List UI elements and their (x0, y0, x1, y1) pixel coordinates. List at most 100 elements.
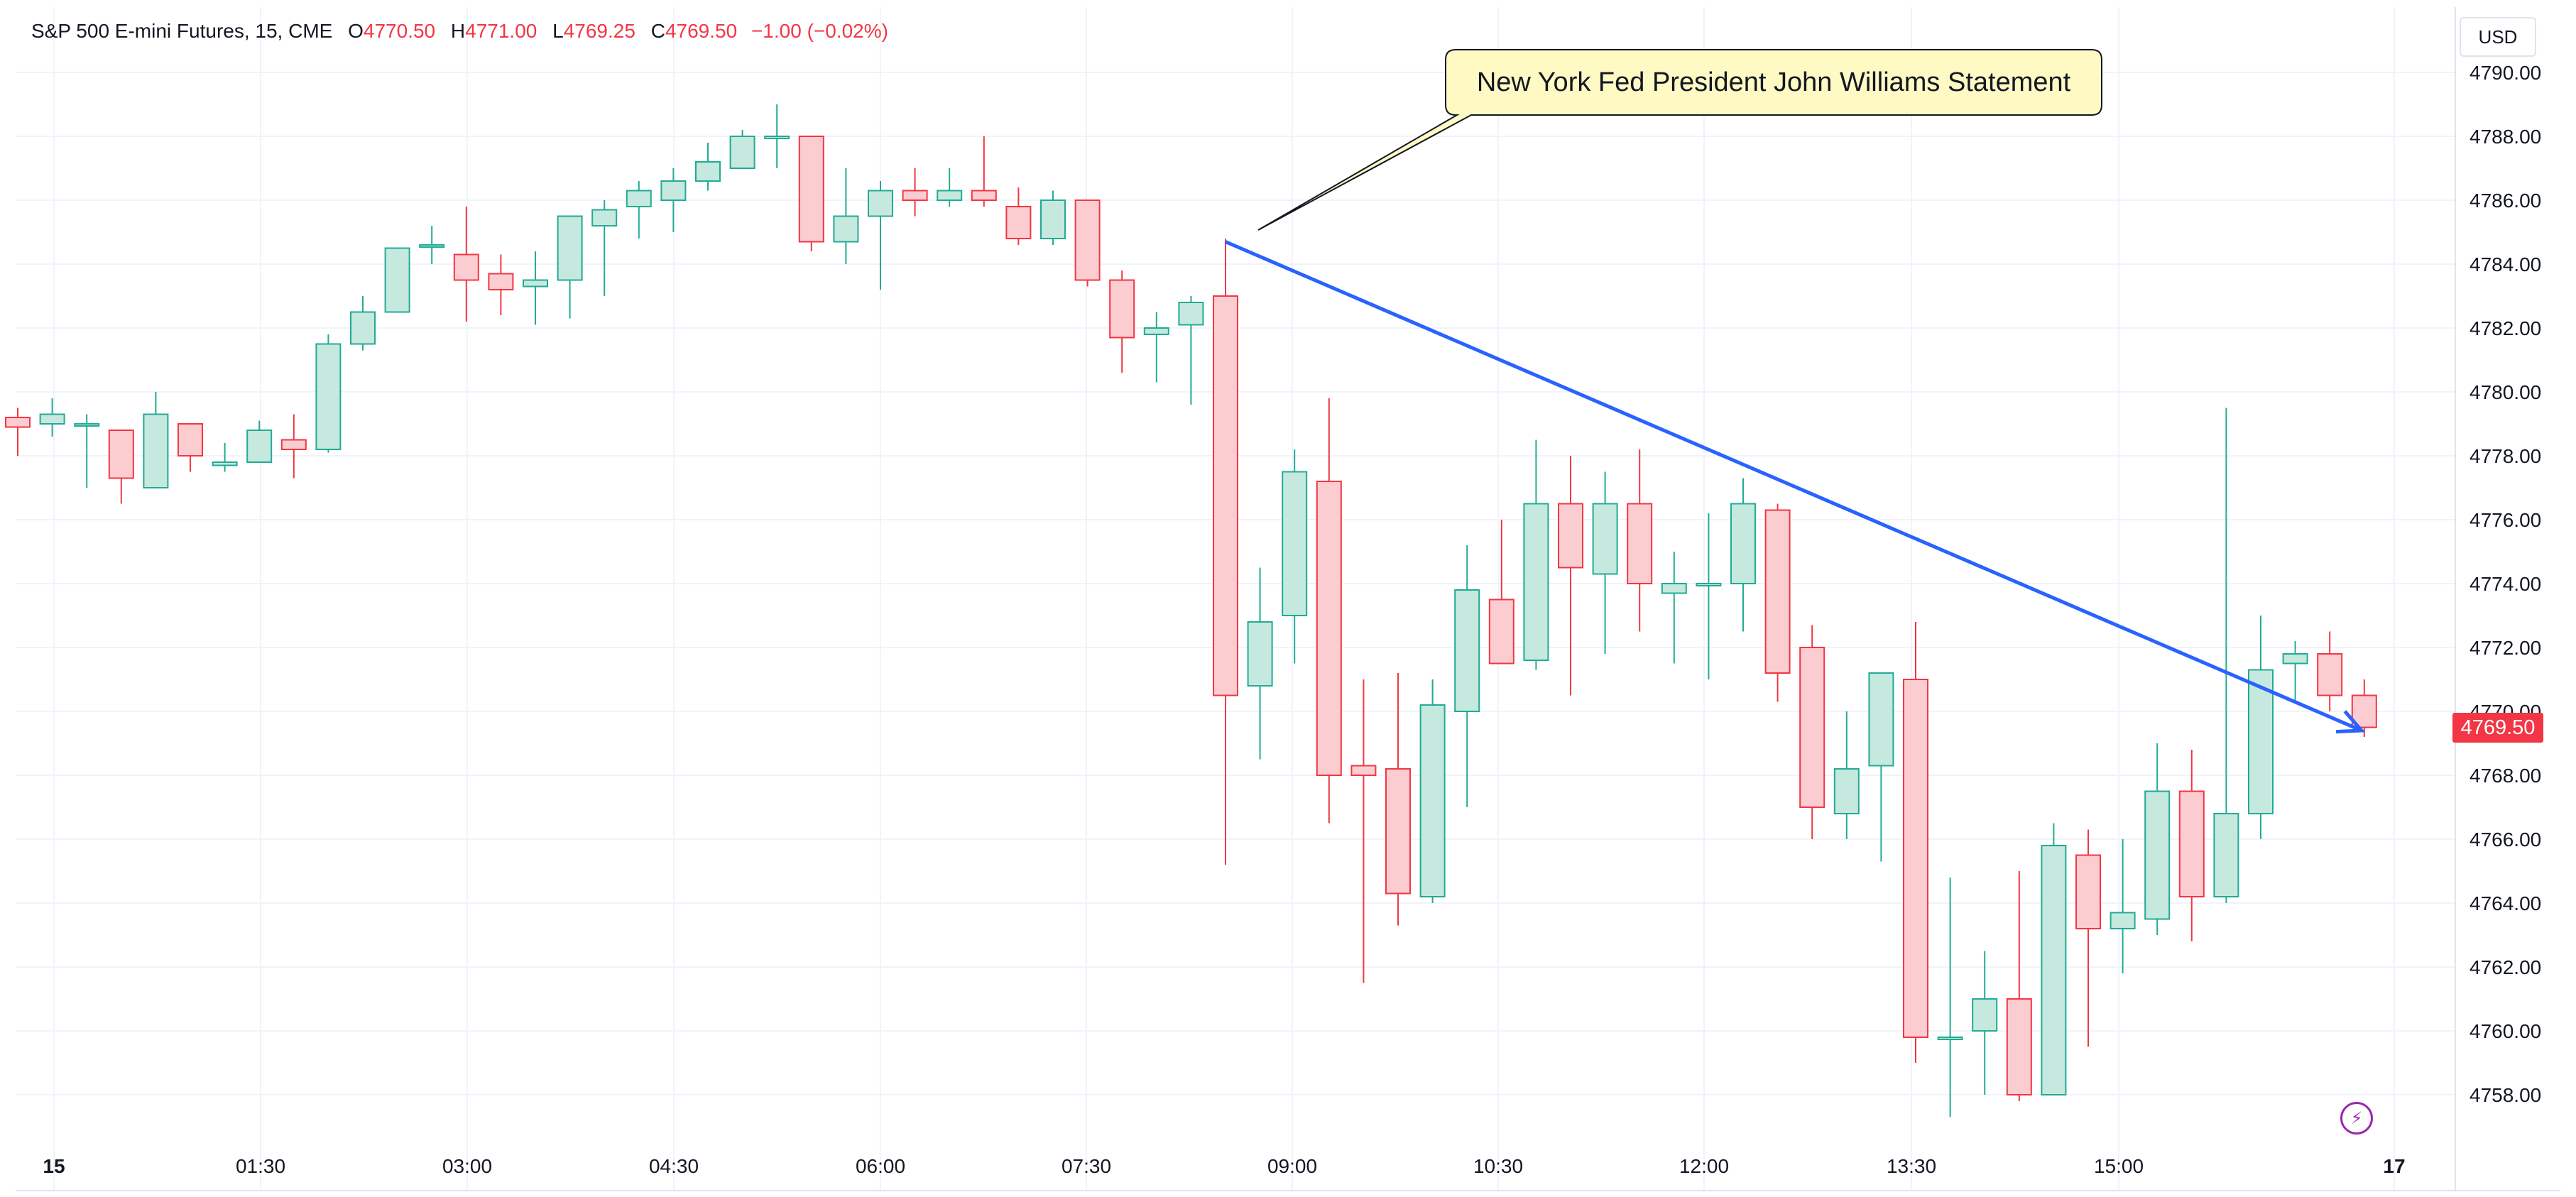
candle[interactable] (833, 168, 859, 264)
candle[interactable] (2282, 641, 2308, 702)
candle[interactable] (1282, 449, 1308, 664)
candle[interactable] (1868, 672, 1894, 862)
candle[interactable] (1523, 439, 1549, 670)
candle-body (246, 430, 273, 463)
candle[interactable] (2248, 616, 2274, 839)
candle[interactable] (384, 247, 410, 313)
candle[interactable] (1764, 503, 1791, 702)
candle-body (2075, 854, 2101, 929)
candle[interactable] (453, 207, 479, 322)
candle[interactable] (660, 168, 687, 232)
close-value: 4769.50 (665, 20, 738, 42)
candle[interactable] (1558, 456, 1583, 696)
candle[interactable] (1627, 449, 1653, 632)
y-tick-label: 4772.00 (2469, 637, 2541, 659)
candle[interactable] (557, 215, 583, 319)
candle[interactable] (1350, 679, 1377, 983)
candle[interactable] (74, 414, 100, 488)
candle[interactable] (2144, 743, 2171, 935)
candle[interactable] (1419, 679, 1446, 903)
candle-body (108, 430, 134, 479)
candle[interactable] (212, 443, 238, 472)
candle[interactable] (39, 398, 65, 437)
candle[interactable] (2178, 750, 2205, 941)
candle[interactable] (246, 420, 273, 463)
candle[interactable] (1799, 625, 1825, 840)
candle[interactable] (488, 254, 514, 316)
candle-body (1488, 598, 1515, 665)
candle[interactable] (1696, 513, 1722, 679)
candle-body (384, 247, 410, 313)
annotation-text[interactable]: New York Fed President John Williams Sta… (1476, 67, 2071, 97)
candle[interactable] (143, 392, 169, 488)
candle[interactable] (937, 168, 963, 207)
candle-body (1385, 768, 1411, 895)
candle[interactable] (2213, 408, 2239, 904)
lightning-icon[interactable]: ⚡ (2340, 1102, 2373, 1135)
candle-body (1833, 768, 1860, 814)
candle[interactable] (5, 408, 31, 457)
candle[interactable] (1040, 190, 1066, 246)
trend-line[interactable] (1225, 240, 2362, 733)
symbol-legend[interactable]: S&P 500 E-mini Futures, 15, CME O4770.50… (31, 20, 888, 43)
candle[interactable] (178, 423, 203, 472)
candle[interactable] (2075, 829, 2101, 1047)
y-tick-label: 4768.00 (2469, 765, 2541, 787)
candle-body (1213, 295, 1238, 696)
candle[interactable] (1454, 545, 1480, 807)
candle[interactable] (1488, 520, 1515, 665)
y-tick-label: 4778.00 (2469, 445, 2541, 467)
candle-body (591, 209, 618, 226)
candle[interactable] (1178, 296, 1204, 405)
candle[interactable] (280, 414, 307, 479)
candle[interactable] (1385, 673, 1411, 926)
candle[interactable] (350, 296, 376, 351)
candle[interactable] (626, 181, 652, 239)
currency-button[interactable]: USD (2460, 17, 2536, 57)
candle[interactable] (2006, 871, 2032, 1101)
candle[interactable] (729, 130, 755, 169)
candle[interactable] (1937, 878, 1963, 1117)
candle[interactable] (1143, 312, 1169, 383)
candle[interactable] (1316, 398, 1342, 824)
candle-body (39, 413, 65, 425)
candle[interactable] (1972, 951, 1998, 1095)
candle-body (1282, 471, 1308, 616)
candle[interactable] (1074, 200, 1101, 287)
candle[interactable] (419, 226, 445, 264)
candle[interactable] (1109, 270, 1135, 373)
candle[interactable] (1247, 567, 1273, 760)
candle[interactable] (1661, 552, 1687, 664)
candle[interactable] (1213, 239, 1238, 865)
y-tick-label: 4786.00 (2469, 190, 2541, 212)
candle[interactable] (315, 334, 342, 453)
candle-body (419, 244, 445, 248)
candle[interactable] (591, 200, 618, 296)
callout-balloon[interactable] (1257, 49, 2102, 231)
chart-frame (16, 7, 2560, 1191)
candle[interactable] (971, 136, 997, 207)
candle[interactable] (108, 430, 134, 504)
candle[interactable] (764, 104, 790, 168)
candle[interactable] (1833, 711, 1860, 839)
candle-body (453, 253, 479, 281)
candle-body (660, 180, 687, 201)
candle[interactable] (902, 168, 928, 217)
candle[interactable] (695, 143, 721, 191)
candle-body (2144, 790, 2171, 920)
candle-body (1661, 583, 1687, 594)
candle[interactable] (523, 251, 548, 325)
candle[interactable] (1730, 478, 1756, 632)
candle-body (937, 190, 963, 201)
candle[interactable] (1903, 622, 1928, 1063)
candle[interactable] (1005, 187, 1032, 245)
symbol-name[interactable]: S&P 500 E-mini Futures, 15, CME (31, 20, 333, 42)
candle[interactable] (2041, 823, 2067, 1095)
candle[interactable] (2317, 631, 2343, 712)
candle[interactable] (2110, 839, 2136, 973)
candle[interactable] (798, 136, 824, 251)
time-axis: 15 01:30 03:00 04:30 06:00 07:30 09:00 10:30 12:… (43, 1155, 2405, 1177)
candle[interactable] (1592, 471, 1618, 655)
candle[interactable] (868, 181, 893, 290)
